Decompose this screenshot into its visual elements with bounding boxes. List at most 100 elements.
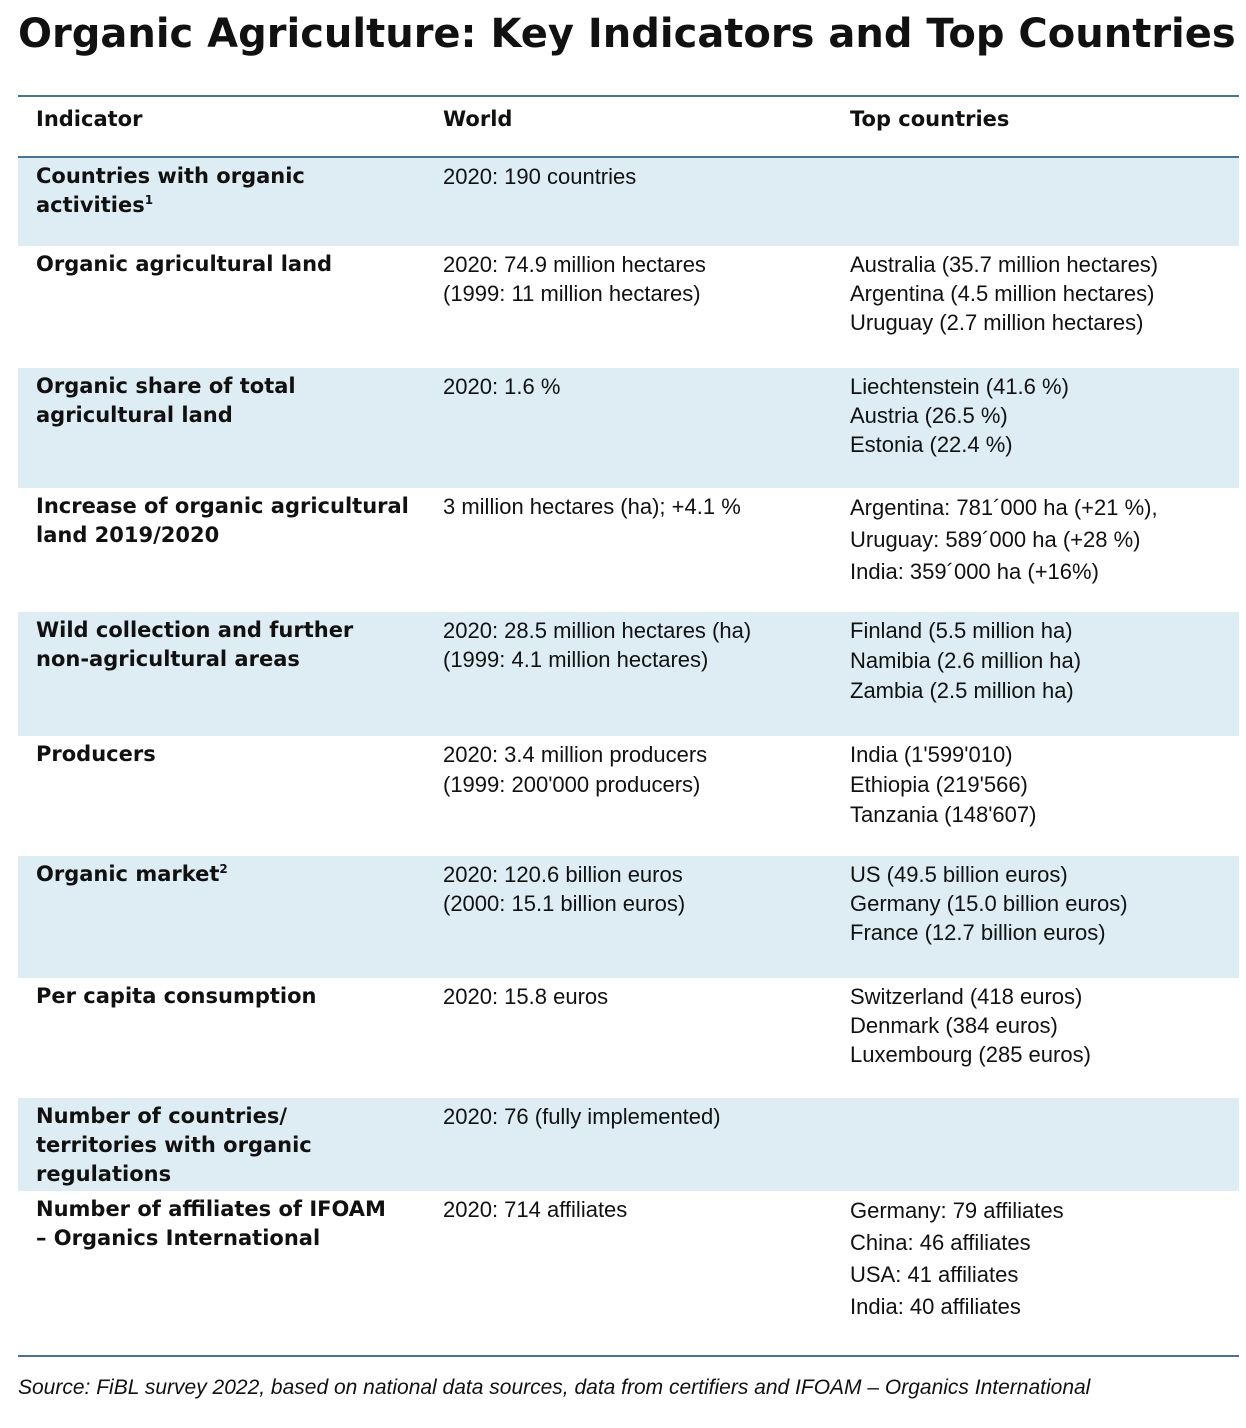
top-country-line: Finland (5.5 million ha): [850, 618, 1073, 643]
world-cell: 2020: 28.5 million hectares (ha) (1999: 4…: [443, 616, 843, 674]
world-cell: 2020: 120.6 billion euros (2000: 15.1 bil…: [443, 860, 843, 918]
indicator-cell: Increase of organic agricultural land 201…: [36, 492, 416, 550]
table-row: Organic share of total agricultural land 2…: [18, 368, 1239, 488]
world-line: 2020: 15.8 euros: [443, 984, 609, 1009]
indicator-cell: Number of affiliates of IFOAM – Organics …: [36, 1195, 416, 1253]
indicator-line: Producers: [36, 742, 156, 766]
table-row: Per capita consumption 2020: 15.8 euros Sw…: [18, 978, 1239, 1098]
table-row: Wild collection and further non-agricultu…: [18, 612, 1239, 736]
top-country-line: Estonia (22.4 %): [850, 432, 1013, 457]
table-row: Countries with organic activities1 2020: 1…: [18, 158, 1239, 246]
world-line: 2020: 1.6 %: [443, 374, 561, 399]
top-country-line: India (1'599'010): [850, 742, 1013, 767]
world-line: 2020: 190 countries: [443, 164, 637, 189]
indicator-line: agricultural land: [36, 403, 233, 427]
indicator-cell: Producers: [36, 740, 416, 769]
top-countries-cell: US (49.5 billion euros) Germany (15.0 bil…: [850, 860, 1235, 947]
world-line: 2020: 76 (fully implemented): [443, 1104, 721, 1129]
world-cell: 2020: 15.8 euros: [443, 982, 843, 1011]
top-country-line: Switzerland (418 euros): [850, 984, 1083, 1009]
world-line: (1999: 11 million hectares): [443, 281, 701, 306]
indicator-line: Increase of organic agricultural: [36, 494, 409, 518]
top-countries-cell: Switzerland (418 euros) Denmark (384 euro…: [850, 982, 1235, 1069]
world-line: (1999: 4.1 million hectares): [443, 647, 709, 672]
world-cell: 2020: 76 (fully implemented): [443, 1102, 843, 1131]
table-header-rule: [18, 156, 1239, 158]
header-top-countries: Top countries: [850, 107, 1010, 131]
indicator-cell: Organic share of total agricultural land: [36, 372, 416, 430]
top-country-line: Australia (35.7 million hectares): [850, 252, 1159, 277]
top-country-line: Ethiopia (219'566): [850, 772, 1028, 797]
table-row: Number of countries/territories with org…: [18, 1098, 1239, 1191]
indicator-line: activities1: [36, 193, 154, 217]
indicator-line: non-agricultural areas: [36, 647, 300, 671]
indicator-line: Per capita consumption: [36, 984, 317, 1008]
world-line: (2000: 15.1 billion euros): [443, 891, 686, 916]
world-cell: 2020: 190 countries: [443, 162, 843, 191]
indicator-cell: Per capita consumption: [36, 982, 416, 1011]
footnote-marker: 1: [144, 193, 154, 207]
indicator-line: territories with organic: [36, 1133, 312, 1157]
top-country-line: US (49.5 billion euros): [850, 862, 1068, 887]
top-country-line: Germany (15.0 billion euros): [850, 891, 1128, 916]
world-line: 2020: 714 affiliates: [443, 1197, 628, 1222]
indicator-cell: Wild collection and further non-agricultu…: [36, 616, 416, 674]
top-country-line: Uruguay: 589´000 ha (+28 %): [850, 527, 1141, 552]
table-row: Organic market2 2020: 120.6 billion euros…: [18, 856, 1239, 978]
header-world: World: [443, 107, 513, 131]
top-countries-cell: Argentina: 781´000 ha (+21 %), Uruguay: 5…: [850, 492, 1235, 588]
table-row: Organic agricultural land 2020: 74.9 mill…: [18, 246, 1239, 368]
table-row: Increase of organic agricultural land 201…: [18, 488, 1239, 612]
table-row: Number of affiliates of IFOAM – Organics …: [18, 1191, 1239, 1355]
top-country-line: USA: 41 affiliates: [850, 1262, 1019, 1287]
header-indicator: Indicator: [36, 107, 143, 131]
indicator-line: regulations: [36, 1162, 172, 1186]
world-line: 2020: 120.6 billion euros: [443, 862, 683, 887]
top-country-line: Austria (26.5 %): [850, 403, 1008, 428]
top-country-line: France (12.7 billion euros): [850, 920, 1106, 945]
indicator-cell: Number of countries/territories with org…: [36, 1102, 416, 1189]
world-cell: 3 million hectares (ha); +4.1 %: [443, 492, 843, 521]
world-line: (1999: 200'000 producers): [443, 772, 701, 797]
top-country-line: India: 40 affiliates: [850, 1294, 1021, 1319]
world-cell: 2020: 1.6 %: [443, 372, 843, 401]
indicator-line: land 2019/2020: [36, 523, 220, 547]
world-cell: 2020: 3.4 million producers (1999: 200'00…: [443, 740, 843, 800]
top-countries-cell: Finland (5.5 million ha) Namibia (2.6 mil…: [850, 616, 1235, 706]
top-country-line: India: 359´000 ha (+16%): [850, 559, 1099, 584]
source-note: Source: FiBL survey 2022, based on natio…: [18, 1376, 1091, 1399]
top-country-line: Liechtenstein (41.6 %): [850, 374, 1069, 399]
page-title: Organic Agriculture: Key Indicators and …: [18, 11, 1236, 57]
top-country-line: Tanzania (148'607): [850, 802, 1037, 827]
top-country-line: Germany: 79 affiliates: [850, 1198, 1064, 1223]
indicator-line: Wild collection and further: [36, 618, 354, 642]
top-country-line: Luxembourg (285 euros): [850, 1042, 1091, 1067]
indicator-line: Organic share of total: [36, 374, 296, 398]
indicator-cell: Organic agricultural land: [36, 250, 416, 279]
top-country-line: Argentina (4.5 million hectares): [850, 281, 1155, 306]
indicator-cell: Organic market2: [36, 860, 416, 889]
footnote-marker: 2: [219, 862, 228, 876]
top-country-line: Zambia (2.5 million ha): [850, 678, 1074, 703]
top-countries-cell: Germany: 79 affiliates China: 46 affiliat…: [850, 1195, 1235, 1323]
top-country-line: Namibia (2.6 million ha): [850, 648, 1082, 673]
world-cell: 2020: 714 affiliates: [443, 1195, 843, 1224]
table-bottom-rule: [18, 1355, 1239, 1357]
table-top-rule: [18, 95, 1239, 97]
indicator-line: Organic agricultural land: [36, 252, 333, 276]
top-country-line: Argentina: 781´000 ha (+21 %),: [850, 495, 1158, 520]
top-countries-cell: India (1'599'010) Ethiopia (219'566) Tanza…: [850, 740, 1235, 830]
indicator-line: Countries with organic: [36, 164, 305, 188]
top-countries-cell: Liechtenstein (41.6 %) Austria (26.5 %) Es…: [850, 372, 1235, 459]
world-cell: 2020: 74.9 million hectares (1999: 11 mil…: [443, 250, 843, 308]
table-row: Producers 2020: 3.4 million producers (199…: [18, 736, 1239, 856]
world-line: 2020: 28.5 million hectares (ha): [443, 618, 752, 643]
indicator-cell: Countries with organic activities1: [36, 162, 416, 220]
top-countries-cell: Australia (35.7 million hectares) Argenti…: [850, 250, 1235, 337]
indicator-line: Number of countries/: [36, 1104, 288, 1128]
indicator-line: – Organics International: [36, 1226, 321, 1250]
top-country-line: Denmark (384 euros): [850, 1013, 1058, 1038]
top-country-line: China: 46 affiliates: [850, 1230, 1031, 1255]
indicator-line: Organic market2: [36, 862, 228, 886]
world-line: 3 million hectares (ha); +4.1 %: [443, 494, 741, 519]
